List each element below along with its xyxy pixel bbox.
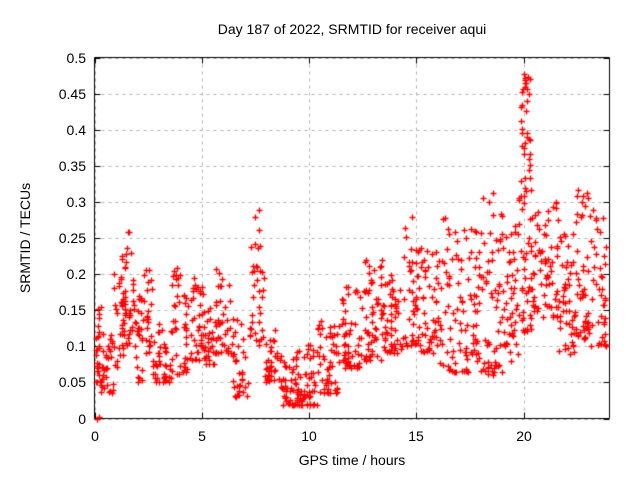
x-tick-label: 10 [301,428,317,444]
y-tick-label: 0.3 [66,194,86,210]
chart-title: Day 187 of 2022, SRMTID for receiver aqu… [217,21,487,37]
x-tick-label: 5 [198,428,206,444]
y-tick-label: 0.1 [66,338,86,354]
x-tick-label: 0 [91,428,99,444]
y-tick-label: 0.05 [58,374,86,390]
y-tick-label: 0.5 [66,50,86,66]
x-tick-label: 15 [408,428,424,444]
y-tick-label: 0.15 [58,302,86,318]
y-tick-label: 0.2 [66,266,86,282]
y-tick-label: 0.35 [58,158,86,174]
y-tick-label: 0.25 [58,230,86,246]
y-tick-label: 0.4 [66,122,86,138]
y-tick-label: 0 [78,411,86,427]
x-tick-label: 20 [516,428,532,444]
x-axis-label: GPS time / hours [298,452,406,468]
y-tick-label: 0.45 [58,86,86,102]
